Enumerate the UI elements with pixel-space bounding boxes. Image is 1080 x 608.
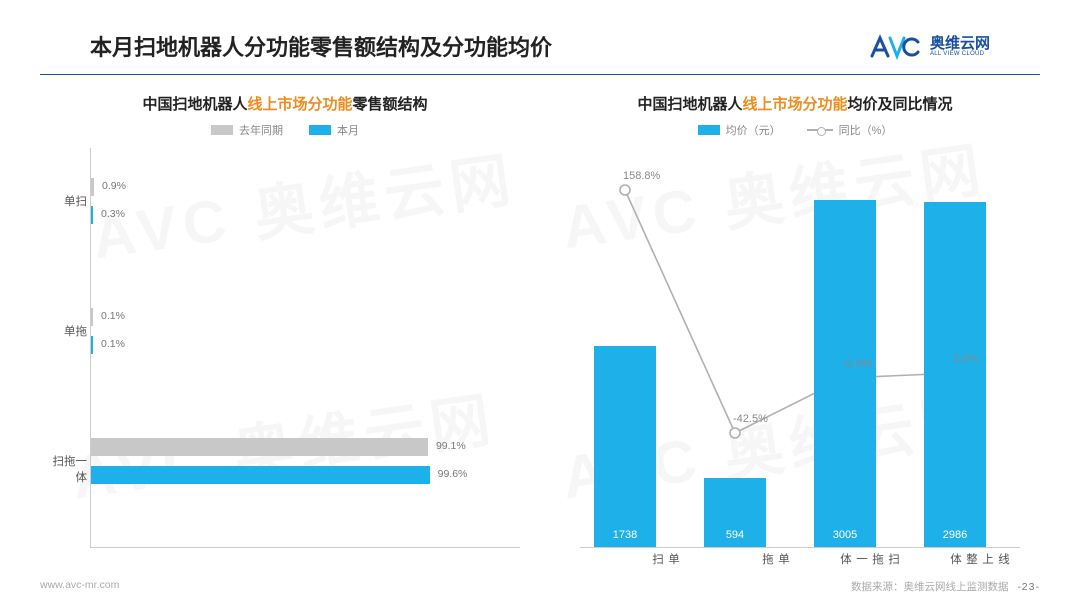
title-seg: 中国扫地机器人 — [637, 96, 742, 113]
x-axis-label: 线上整体 — [949, 553, 1011, 567]
bar-value-label: 99.6% — [438, 468, 468, 480]
legend-label: 均价（元） — [726, 122, 781, 138]
title-seg-highlight: 线上市场分功能 — [247, 96, 352, 113]
bar-value-label: 0.9% — [102, 180, 126, 192]
bar-value-label: 2986 — [924, 529, 986, 541]
legend-item-this-month: 本月 — [309, 122, 359, 138]
bar: 3005 — [814, 200, 876, 547]
pct-label: -0.5% — [843, 358, 872, 370]
bar-this-month — [91, 206, 93, 224]
bar-value-label: 99.1% — [436, 440, 466, 452]
right-chart-plot: 1738单扫158.8%594单拖-42.5%3005扫拖一体-0.5%2986… — [580, 148, 1020, 548]
page-number: -23- — [1017, 581, 1040, 593]
logo-mark-icon — [868, 32, 924, 60]
footer-source: 数据来源：奥维云网线上监测数据 — [851, 581, 1009, 593]
line-marker-icon — [807, 125, 833, 135]
x-axis-label: 单拖 — [729, 553, 791, 567]
bar-value-label: 1738 — [594, 529, 656, 541]
logo-text: 奥维云网 ALL VIEW CLOUD — [930, 36, 990, 57]
right-legend: 均价（元） 同比（%） — [698, 122, 893, 138]
bar-this-month — [91, 466, 430, 484]
legend-label: 本月 — [337, 122, 359, 138]
right-chart-panel: 中国扫地机器人线上市场分功能均价及同比情况 均价（元） 同比（%） 1738单扫… — [550, 93, 1040, 548]
title-seg-highlight: 线上市场分功能 — [742, 96, 847, 113]
title-seg: 中国扫地机器人 — [142, 96, 247, 113]
category-label: 单拖 — [47, 323, 87, 339]
legend-item-line: 同比（%） — [807, 122, 893, 138]
legend-item-bar: 均价（元） — [698, 122, 781, 138]
line-marker — [620, 185, 630, 195]
right-chart-title: 中国扫地机器人线上市场分功能均价及同比情况 — [637, 93, 952, 114]
logo: 奥维云网 ALL VIEW CLOUD — [868, 32, 990, 60]
category-label: 扫拖一体 — [47, 453, 87, 485]
bar-last-year — [91, 178, 94, 196]
line-marker — [730, 428, 740, 438]
bar-last-year — [91, 308, 93, 326]
logo-en: ALL VIEW CLOUD — [930, 51, 990, 57]
swatch-icon — [309, 125, 331, 135]
category-label: 单扫 — [47, 193, 87, 209]
bar: 1738 — [594, 346, 656, 547]
bar-value-label: 3005 — [814, 529, 876, 541]
legend-item-last-year: 去年同期 — [211, 122, 283, 138]
legend-label: 同比（%） — [839, 122, 893, 138]
left-legend: 去年同期 本月 — [211, 122, 359, 138]
logo-cn: 奥维云网 — [930, 36, 990, 51]
bar-value-label: 0.3% — [101, 208, 125, 220]
x-axis-label: 扫拖一体 — [839, 553, 901, 567]
title-seg: 均价及同比情况 — [848, 96, 953, 113]
legend-label: 去年同期 — [239, 122, 283, 138]
bar-value-label: 0.1% — [101, 310, 125, 322]
pct-label: 2.0% — [953, 353, 978, 365]
bar-this-month — [91, 336, 93, 354]
bar-last-year — [91, 438, 428, 456]
bar: 2986 — [924, 202, 986, 547]
pct-label: -42.5% — [733, 413, 768, 425]
left-chart-plot: 单扫0.9%0.3%单拖0.1%0.1%扫拖一体99.1%99.6% — [90, 148, 520, 548]
header: 本月扫地机器人分功能零售额结构及分功能均价 奥维云网 ALL VIEW CLOU… — [40, 0, 1040, 75]
swatch-icon — [698, 125, 720, 135]
pct-label: 158.8% — [623, 170, 660, 182]
swatch-icon — [211, 125, 233, 135]
left-chart-panel: 中国扫地机器人线上市场分功能零售额结构 去年同期 本月 单扫 0.9% 0.3% 单拖… — [40, 93, 530, 548]
left-chart-title: 中国扫地机器人线上市场分功能零售额结构 — [142, 93, 427, 114]
title-seg: 零售额结构 — [353, 96, 428, 113]
footer-url: www.avc-mr.com — [40, 579, 119, 594]
footer-right: 数据来源：奥维云网线上监测数据 -23- — [851, 579, 1040, 594]
x-axis-label: 单扫 — [619, 553, 681, 567]
trend-line — [625, 190, 955, 433]
page-title: 本月扫地机器人分功能零售额结构及分功能均价 — [90, 30, 552, 62]
bar: 594 — [704, 478, 766, 547]
footer: www.avc-mr.com 数据来源：奥维云网线上监测数据 -23- — [40, 579, 1040, 594]
bar-value-label: 594 — [704, 529, 766, 541]
bar-value-label: 0.1% — [101, 338, 125, 350]
